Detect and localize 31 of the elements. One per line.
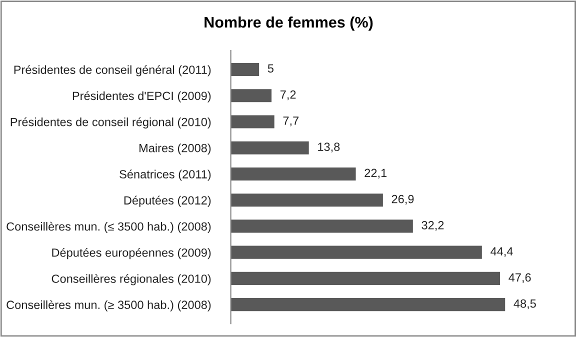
y-tick-label: Présidentes de conseil général (2011) bbox=[14, 65, 211, 76]
y-tick-label: Députées (2012) bbox=[124, 196, 211, 207]
bar bbox=[230, 246, 482, 259]
bar bbox=[230, 141, 309, 154]
data-label: 7,7 bbox=[283, 116, 298, 126]
data-label: 26,9 bbox=[392, 194, 414, 205]
data-label: 7,2 bbox=[280, 90, 296, 100]
bar bbox=[230, 194, 383, 207]
bar bbox=[230, 298, 506, 312]
y-tick-label: Députées européennes (2009) bbox=[52, 248, 211, 260]
y-tick-label: Présidentes d'EPCI (2009) bbox=[72, 91, 211, 102]
chart-title: Nombre de femmes (%) bbox=[204, 16, 373, 31]
bar bbox=[230, 62, 260, 76]
y-tick-label: Sénatrices (2011) bbox=[120, 170, 211, 181]
data-label: 13,8 bbox=[318, 142, 340, 152]
data-label: 22,1 bbox=[364, 168, 387, 179]
data-label: 44,4 bbox=[490, 247, 513, 257]
bar bbox=[230, 272, 500, 285]
y-tick-label: Maires (2008) bbox=[140, 144, 211, 155]
y-tick-label: Présidentes de conseil régional (2010) bbox=[10, 117, 211, 129]
bar bbox=[230, 89, 272, 102]
data-label: 32,2 bbox=[422, 221, 444, 231]
data-label: 5 bbox=[268, 64, 274, 73]
bar bbox=[230, 167, 356, 181]
y-tick-label: Conseillères régionales (2010) bbox=[52, 274, 211, 286]
bar bbox=[230, 115, 274, 128]
y-tick-label: Conseillères mun. (≥ 3500 hab.) (2008) bbox=[6, 300, 211, 312]
data-label: 47,6 bbox=[508, 273, 531, 284]
bar bbox=[230, 220, 413, 233]
y-tick-label: Conseillères mun. (≤ 3500 hab.) (2008) bbox=[6, 222, 211, 234]
data-label: 48,5 bbox=[514, 299, 536, 310]
